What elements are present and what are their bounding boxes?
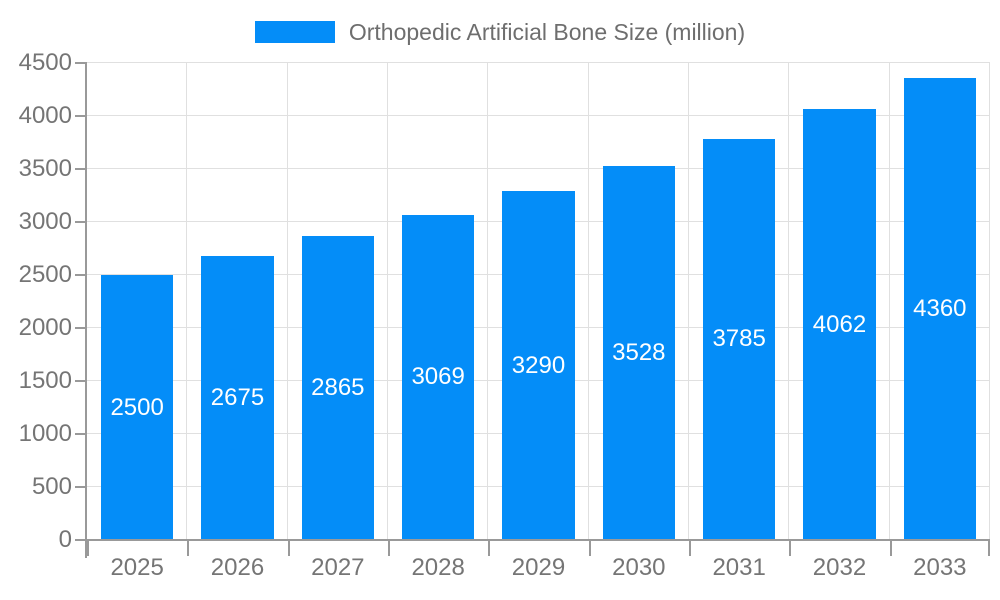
bar-value-label: 2865 [311, 374, 365, 402]
gridline-vertical [587, 63, 589, 540]
gridline-horizontal [87, 62, 990, 63]
gridline-vertical [687, 63, 689, 540]
y-axis-tick [75, 327, 87, 329]
y-axis-tick [75, 167, 87, 170]
bar-2025[interactable]: 2500 [101, 275, 174, 540]
bar-2030[interactable]: 3528 [602, 166, 675, 540]
legend-swatch-icon[interactable] [254, 21, 335, 43]
bar-value-label: 3290 [511, 351, 566, 379]
y-axis-tick-label: 2500 [18, 261, 72, 288]
bar-2028[interactable]: 3069 [402, 214, 475, 540]
x-axis-tick [187, 540, 190, 556]
gridline-vertical [487, 63, 489, 540]
y-axis-labels: 0 500 1000 1500 2000 2500 3000 3500 4000 4500 [0, 51, 72, 552]
x-axis-labels: 2025 2026 2027 2028 2029 2030 2031 2032 2033 [87, 556, 990, 586]
bar-2031[interactable]: 3785 [703, 138, 776, 540]
gridline-vertical [989, 63, 990, 540]
x-axis-tick-label: 2029 [511, 554, 566, 581]
y-axis-tick-label: 1500 [18, 366, 72, 394]
y-axis-tick-label: 1000 [18, 420, 72, 447]
y-axis-tick [75, 379, 87, 382]
gridline-horizontal [87, 167, 990, 169]
y-axis-tick [75, 539, 87, 541]
bar-value-label: 3069 [411, 363, 465, 391]
x-axis-tick [488, 540, 491, 556]
x-axis-tick-label: 2026 [210, 554, 265, 581]
y-axis-line [85, 63, 87, 558]
x-axis-tick-label: 2031 [712, 554, 766, 581]
x-axis-tick-label: 2027 [311, 554, 365, 581]
bar-value-label: 4062 [812, 310, 867, 338]
x-axis-tick [387, 540, 390, 556]
y-axis-tick-label: 3500 [18, 155, 72, 182]
gridline-vertical [286, 63, 288, 540]
bar-2032[interactable]: 4062 [803, 109, 876, 540]
x-axis-tick-label: 2033 [913, 554, 967, 581]
plot-area: 2500 2675 2865 3069 3290 3528 3785 4062 4360 [75, 62, 990, 558]
bar-2026[interactable]: 2675 [201, 256, 274, 540]
x-axis-tick-label: 2025 [110, 554, 164, 581]
y-axis-tick-label: 2000 [18, 314, 72, 341]
bar-value-label: 3528 [612, 339, 666, 367]
y-axis-tick [75, 273, 87, 276]
bar-2027[interactable]: 2865 [301, 236, 374, 540]
y-axis-tick [75, 62, 87, 64]
x-axis-tick [588, 540, 591, 556]
bar-value-label: 2500 [110, 393, 164, 421]
y-axis-tick [75, 485, 87, 488]
y-axis-tick [75, 220, 87, 223]
x-axis-tick-label: 2032 [812, 554, 867, 581]
legend[interactable]: Orthopedic Artificial Bone Size (million… [0, 20, 1000, 44]
gridline-vertical [888, 63, 890, 540]
bar-value-label: 2675 [210, 384, 265, 412]
bar-value-label: 3785 [712, 325, 766, 353]
y-axis-tick-label: 4500 [18, 49, 72, 76]
y-axis-tick [75, 433, 87, 435]
x-axis-tick [988, 540, 990, 556]
gridline-vertical [386, 63, 388, 540]
y-axis-tick [75, 114, 87, 117]
x-axis-tick [87, 540, 89, 556]
bar-2029[interactable]: 3290 [502, 191, 575, 540]
x-axis-tick [889, 540, 892, 556]
gridline-horizontal [87, 114, 990, 116]
bar-2033[interactable]: 4360 [903, 77, 976, 540]
y-axis-tick-label: 500 [31, 473, 72, 500]
gridline-vertical [788, 63, 790, 540]
y-axis-tick-label: 4000 [18, 102, 72, 129]
gridline-vertical [186, 63, 188, 540]
x-axis-tick-label: 2028 [411, 554, 465, 581]
bar-value-label: 4360 [913, 294, 967, 322]
y-axis-tick-label: 3000 [18, 207, 72, 235]
y-axis-tick-label: 0 [58, 526, 72, 553]
legend-label: Orthopedic Artificial Bone Size (million… [348, 18, 746, 45]
x-axis-tick [688, 540, 691, 556]
x-axis-tick-label: 2030 [612, 554, 666, 581]
x-axis-line [87, 539, 990, 541]
x-axis-tick [287, 540, 290, 556]
x-axis-tick [789, 540, 792, 556]
